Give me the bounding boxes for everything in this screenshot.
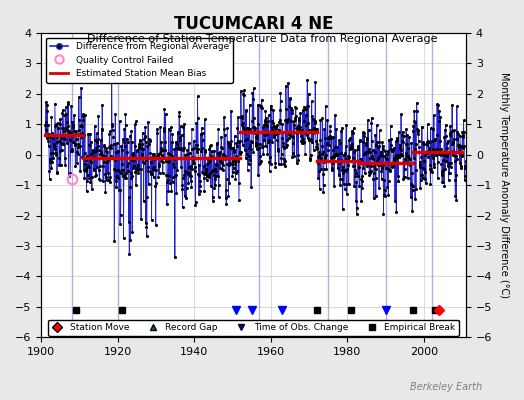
Text: Difference of Station Temperature Data from Regional Average: Difference of Station Temperature Data f… (87, 34, 437, 44)
Legend: Station Move, Record Gap, Time of Obs. Change, Empirical Break: Station Move, Record Gap, Time of Obs. C… (48, 320, 459, 336)
Y-axis label: Monthly Temperature Anomaly Difference (°C): Monthly Temperature Anomaly Difference (… (499, 72, 509, 298)
Title: TUCUMCARI 4 NE: TUCUMCARI 4 NE (174, 15, 333, 33)
Text: Berkeley Earth: Berkeley Earth (410, 382, 482, 392)
